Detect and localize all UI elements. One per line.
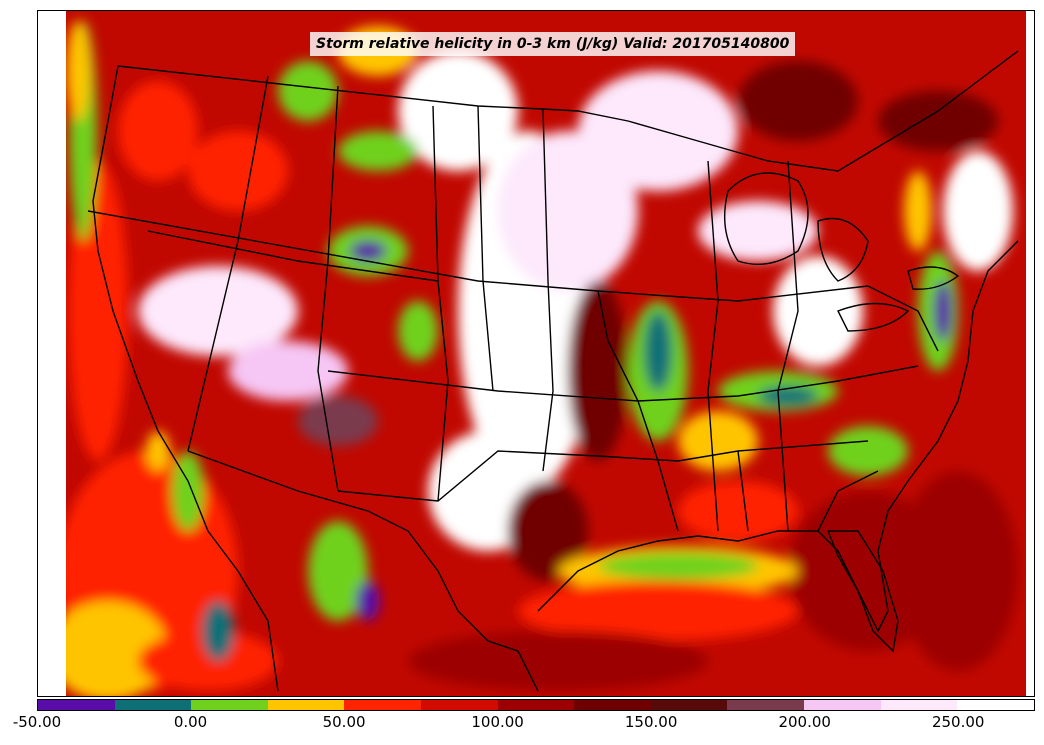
colorbar-tick-label: 100.00 [471,713,524,731]
colorbar-segment [957,700,1034,710]
helicity-field [48,21,1018,696]
colorbar-tick-label: 250.00 [931,713,985,731]
colorbar-tick-label: -50.00 [12,713,62,731]
colorbar-segment [574,700,651,710]
colorbar-segment [650,700,728,710]
colorbar-tick-label: 0.00 [173,713,208,731]
colorbar-segment [727,700,805,710]
colorbar-tick-label: 50.00 [322,713,366,731]
colorbar-segment [421,700,498,710]
colorbar-tick-label: 200.00 [778,713,831,731]
colorbar-segment [114,700,192,710]
colorbar-segment [497,700,575,710]
colorbar-labels: -50.00 0.00 50.00 100.00 150.00 200.00 250.00 [0,713,1044,737]
colorbar-segment [880,700,958,710]
colorbar-segment [804,700,881,710]
colorbar [37,699,1035,711]
helicity-map [38,11,1034,696]
right-margin [1026,11,1034,696]
florida-outline [826,530,899,653]
colorbar-segment [344,700,422,710]
left-margin [38,11,66,696]
colorbar-segment [267,700,345,710]
boundaries [87,50,1019,692]
map-frame: Storm relative helicity in 0-3 km (J/kg)… [37,10,1035,697]
colorbar-segment [38,700,115,710]
colorbar-segment [191,700,268,710]
colorbar-tick-label: 150.00 [624,713,678,731]
map-title: Storm relative helicity in 0-3 km (J/kg)… [310,32,796,56]
